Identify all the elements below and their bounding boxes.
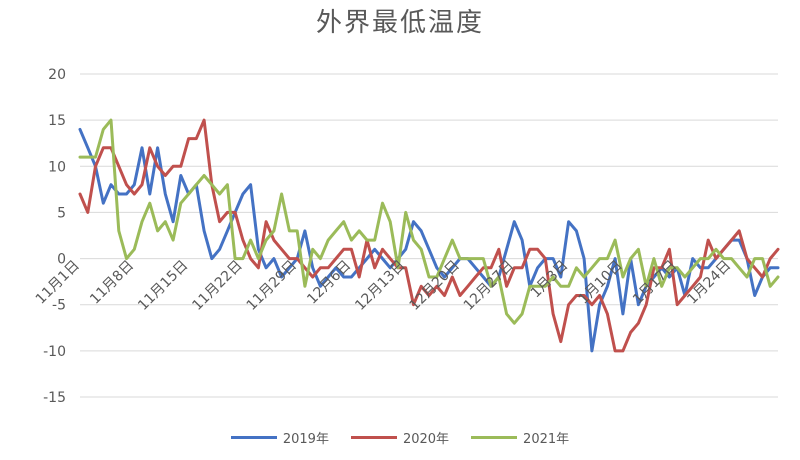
y-tick-label: 20 (48, 67, 66, 83)
x-tick-label: 11月29日 (244, 258, 300, 314)
y-tick-label: 10 (48, 159, 66, 175)
legend-label-2019: 2019年 (282, 432, 329, 447)
y-tick-label: 15 (48, 113, 66, 129)
y-tick-label: -15 (43, 390, 66, 406)
series-line-2021 (78, 118, 780, 325)
y-axis-tick-labels: 20 15 10 5 0 -5 -10 -15 (43, 67, 66, 406)
y-tick-label: -10 (43, 344, 66, 360)
series-lines (78, 118, 780, 353)
series-line-2020 (78, 118, 780, 353)
legend-item-2021[interactable]: 2021年 (471, 428, 569, 447)
x-tick-label: 11月8日 (87, 258, 137, 308)
legend: 2019年 2020年 2021年 (0, 428, 800, 447)
legend-swatch-2021 (471, 436, 518, 439)
series-line-2019 (78, 127, 780, 353)
legend-item-2020[interactable]: 2020年 (350, 428, 450, 447)
chart-title: 外界最低温度 (315, 8, 484, 38)
x-tick-label: 11月15日 (135, 258, 191, 314)
legend-label-2021: 2021年 (523, 432, 570, 447)
legend-swatch-2020 (350, 436, 397, 439)
legend-label-2020: 2020年 (402, 432, 450, 447)
x-tick-label: 11月22日 (189, 258, 245, 314)
legend-item-2019[interactable]: 2019年 (230, 428, 329, 447)
y-tick-label: -5 (52, 298, 66, 314)
gridlines (80, 73, 778, 398)
legend-swatch-2019 (230, 436, 277, 439)
y-tick-label: 5 (57, 205, 66, 221)
y-tick-label: 0 (57, 252, 66, 268)
